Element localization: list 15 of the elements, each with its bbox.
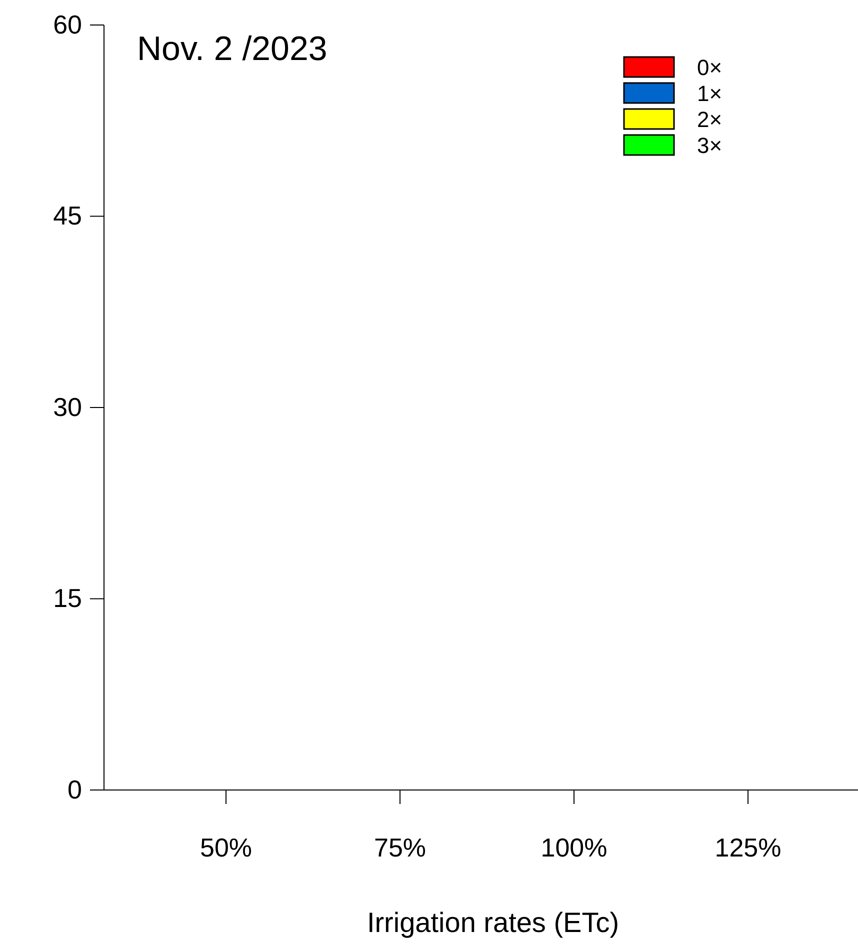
y-tick-label: 30 — [53, 392, 82, 422]
x-tick-label: 100% — [540, 832, 608, 862]
legend-label: 3× — [697, 133, 722, 158]
legend-label: 0× — [697, 55, 722, 80]
y-tick-label: 45 — [53, 200, 82, 231]
x-tick-label: 75% — [374, 832, 426, 862]
x-tick-label: 50% — [200, 832, 252, 862]
legend-label: 2× — [697, 107, 722, 132]
x-tick-label: 125% — [714, 832, 782, 862]
y-tick-label: 60 — [53, 9, 82, 40]
x-axis-title: Irrigation rates (ETc) — [366, 907, 620, 938]
y-tick-label: 15 — [53, 583, 82, 614]
legend-label: 1× — [697, 81, 722, 106]
chart-title: Nov. 2 /2023 — [137, 30, 328, 68]
y-tick-label: 0 — [68, 774, 82, 804]
